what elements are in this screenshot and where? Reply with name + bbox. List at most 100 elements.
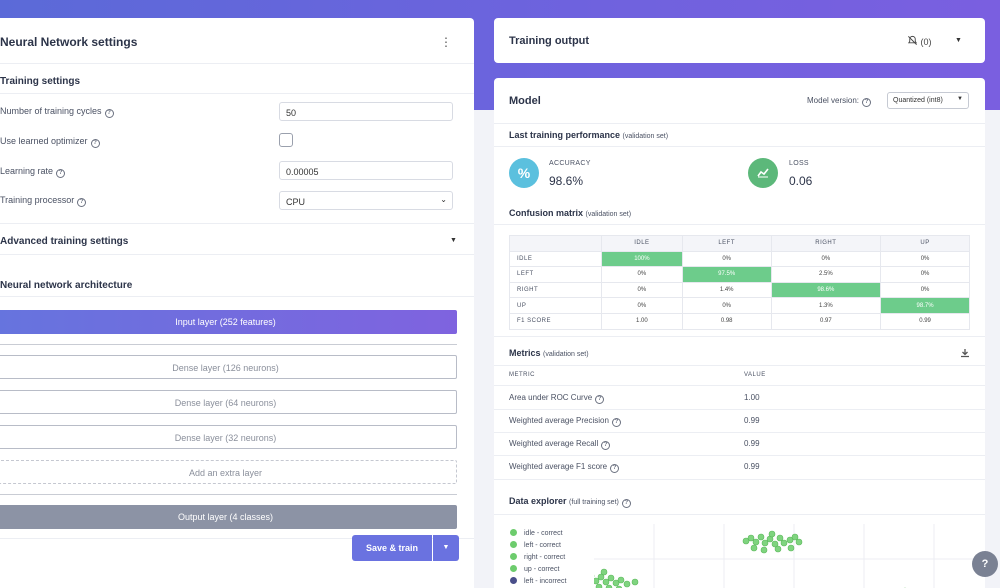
- help-icon[interactable]: ?: [90, 139, 100, 148]
- metric-name: Area under ROC Curve?: [509, 393, 605, 404]
- dense-layer-2[interactable]: Dense layer (64 neurons): [0, 390, 457, 414]
- chevron-down-icon[interactable]: ▼: [955, 37, 962, 44]
- help-icon[interactable]: ?: [56, 169, 66, 178]
- table-cell: 0%: [601, 266, 683, 283]
- help-icon[interactable]: ?: [610, 464, 620, 473]
- chevron-down-icon[interactable]: ▼: [450, 237, 457, 244]
- processor-select[interactable]: CPU ⌄: [279, 191, 453, 210]
- confusion-heading: Confusion matrix (validation set): [509, 208, 632, 218]
- nn-settings-panel: Neural Network settings ⋮ Training setti…: [0, 18, 474, 588]
- chevron-down-icon: ▼: [957, 96, 963, 102]
- dense-layer-1[interactable]: Dense layer (126 neurons): [0, 355, 457, 379]
- divider: [494, 123, 985, 124]
- help-icon[interactable]: ?: [104, 109, 114, 118]
- divider: [0, 538, 474, 539]
- metric-name: Weighted average F1 score?: [509, 462, 620, 473]
- input-layer[interactable]: Input layer (252 features): [0, 310, 457, 334]
- help-icon[interactable]: ?: [611, 418, 621, 427]
- loss-value: 0.06: [789, 174, 813, 188]
- metric-column-header: METRIC: [509, 372, 535, 378]
- column-header: UP: [880, 235, 970, 252]
- metric-value: 0.99: [744, 462, 760, 471]
- model-title: Model: [509, 95, 541, 107]
- accuracy-value: 98.6%: [549, 174, 584, 188]
- chart-line-icon: [748, 158, 778, 188]
- kebab-menu-icon[interactable]: ⋮: [440, 35, 452, 49]
- chevron-down-icon: ⌄: [440, 195, 447, 204]
- table-row: IDLE 100% 0% 0% 0%: [509, 250, 970, 268]
- table-cell: 0%: [681, 250, 772, 268]
- save-train-dropdown-button[interactable]: ▼: [433, 535, 459, 561]
- help-icon[interactable]: ?: [862, 98, 872, 107]
- download-icon[interactable]: [960, 348, 970, 360]
- table-cell: 100%: [601, 250, 683, 268]
- table-cell: 2.5%: [770, 266, 882, 283]
- legend-item: right - correct: [510, 553, 565, 561]
- table-cell: 0%: [681, 297, 772, 314]
- loss-label: LOSS: [789, 160, 809, 167]
- metric-value: 1.00: [744, 393, 760, 402]
- optimizer-label: Use learned optimizer?: [0, 136, 100, 148]
- last-perf-heading: Last training performance (validation se…: [509, 130, 669, 140]
- help-icon[interactable]: ?: [621, 499, 631, 508]
- divider: [0, 494, 457, 495]
- architecture-heading: Neural network architecture: [0, 280, 133, 291]
- divider: [0, 93, 474, 94]
- divider: [494, 409, 985, 410]
- model-version-label: Model version:?: [807, 96, 872, 107]
- add-layer-button[interactable]: Add an extra layer: [0, 460, 457, 484]
- percent-icon: %: [509, 158, 539, 188]
- value-column-header: VALUE: [744, 372, 766, 378]
- data-explorer-scatter[interactable]: [594, 524, 985, 588]
- help-icon[interactable]: ?: [595, 395, 605, 404]
- metric-name: Weighted average Recall?: [509, 439, 611, 450]
- advanced-settings-toggle[interactable]: Advanced training settings: [0, 236, 129, 247]
- column-header: LEFT: [681, 235, 772, 252]
- save-train-button[interactable]: Save & train: [352, 535, 432, 561]
- processor-label: Training processor?: [0, 195, 87, 207]
- legend-item: up - correct: [510, 565, 559, 573]
- cycles-input[interactable]: 50: [279, 102, 453, 121]
- cluster-left: [594, 568, 639, 588]
- metrics-heading: Metrics (validation set): [509, 348, 589, 358]
- divider: [494, 432, 985, 433]
- confusion-matrix: IDLE LEFT RIGHT UP IDLE 100% 0% 0% 0% LE…: [509, 235, 970, 330]
- table-cell: 0.99: [880, 312, 970, 330]
- metric-value: 0.99: [744, 416, 760, 425]
- model-version-select[interactable]: Quantized (int8) ▼: [887, 92, 969, 109]
- learning-rate-input[interactable]: 0.00005: [279, 161, 453, 180]
- table-cell: 1.3%: [770, 297, 882, 314]
- cluster-idle: [742, 530, 803, 554]
- table-row: RIGHT 0% 1.4% 98.6% 0%: [509, 281, 970, 299]
- legend-item: left - incorrect: [510, 577, 566, 585]
- help-button[interactable]: ?: [972, 551, 998, 577]
- legend-dot: [510, 553, 517, 560]
- divider: [494, 365, 985, 366]
- notifications-toggle[interactable]: (0): [907, 35, 932, 47]
- legend-dot: [510, 541, 517, 548]
- cycles-label: Number of training cycles?: [0, 106, 114, 118]
- dense-layer-3[interactable]: Dense layer (32 neurons): [0, 425, 457, 449]
- column-header: RIGHT: [770, 235, 882, 252]
- divider: [494, 455, 985, 456]
- row-header: UP: [509, 297, 602, 314]
- accuracy-label: ACCURACY: [549, 160, 591, 167]
- help-icon[interactable]: ?: [601, 441, 611, 450]
- row-header: LEFT: [509, 266, 602, 283]
- output-layer[interactable]: Output layer (4 classes): [0, 505, 457, 529]
- question-icon: ?: [981, 558, 989, 570]
- table-header-row: IDLE LEFT RIGHT UP: [509, 235, 970, 252]
- optimizer-checkbox[interactable]: [279, 133, 293, 147]
- table-cell: 0%: [601, 297, 683, 314]
- table-cell: 97.5%: [681, 266, 772, 283]
- divider: [0, 254, 474, 255]
- legend-dot: [510, 577, 517, 584]
- table-cell: 0%: [601, 281, 683, 299]
- data-explorer-heading: Data explorer (full training set)?: [509, 496, 631, 508]
- table-cell: 98.7%: [880, 297, 970, 314]
- divider: [494, 224, 985, 225]
- legend-item: left - correct: [510, 541, 561, 549]
- table-cell: 1.4%: [681, 281, 772, 299]
- table-cell: 0%: [880, 281, 970, 299]
- help-icon[interactable]: ?: [77, 198, 87, 207]
